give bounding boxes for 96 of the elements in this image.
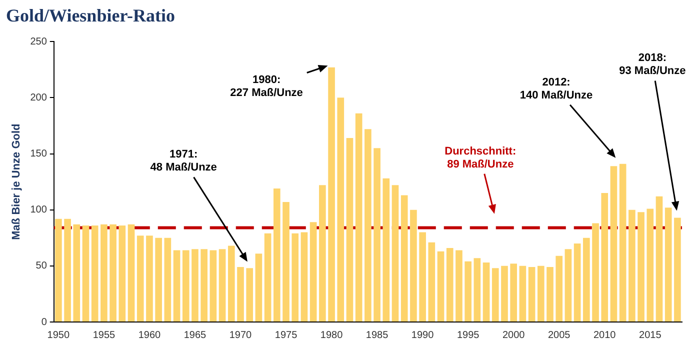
- bar: [282, 202, 290, 322]
- bar: [218, 249, 226, 322]
- bar: [355, 113, 362, 322]
- y-tick-label: 200: [30, 92, 48, 104]
- bar: [464, 261, 472, 322]
- annotation: Durchschnitt: 89 Maß/Unze: [444, 145, 516, 170]
- bar: [400, 195, 408, 322]
- bar: [610, 166, 618, 322]
- x-tick-label: 2010: [594, 330, 616, 341]
- bar: [192, 249, 198, 322]
- bar: [246, 268, 254, 322]
- bar: [264, 233, 272, 322]
- bar: [364, 129, 372, 322]
- bar: [274, 188, 280, 322]
- bar: [55, 218, 62, 322]
- bar: [656, 196, 663, 322]
- bar: [619, 164, 626, 322]
- bar: [182, 250, 190, 322]
- bar: [164, 238, 172, 322]
- bar: [519, 266, 526, 322]
- x-tick-label: 1985: [366, 330, 389, 341]
- bar: [456, 250, 462, 322]
- bar: [474, 258, 481, 322]
- bar: [210, 250, 217, 322]
- bar: [419, 232, 426, 322]
- bar: [437, 251, 444, 322]
- x-tick-label: 1960: [138, 330, 162, 341]
- bar: [255, 254, 262, 322]
- bar: [601, 193, 608, 322]
- bar: [446, 248, 454, 322]
- bar: [292, 233, 299, 322]
- bar: [228, 246, 235, 322]
- bar: [118, 226, 126, 322]
- bar: [528, 267, 536, 322]
- bar: [146, 236, 153, 322]
- bar: [646, 208, 654, 322]
- x-tick-label: 1970: [229, 330, 252, 341]
- bar: [64, 218, 71, 322]
- y-tick-label: 150: [30, 148, 48, 160]
- bar: [136, 236, 144, 322]
- bar: [410, 210, 417, 322]
- x-tick-label: 1955: [92, 330, 116, 341]
- bar: [346, 138, 354, 322]
- bar: [564, 249, 572, 322]
- bar: [392, 185, 399, 322]
- x-tick-label: 1990: [411, 330, 434, 341]
- x-tick-label: 1950: [47, 330, 70, 341]
- bar: [628, 210, 636, 322]
- annotation: 1980: 227 Maß/Unze: [230, 74, 303, 99]
- bar: [110, 224, 116, 322]
- bar: [537, 266, 544, 322]
- bar: [328, 67, 335, 322]
- bar: [674, 218, 681, 322]
- bar: [237, 267, 244, 322]
- bar: [428, 242, 436, 322]
- bar: [173, 250, 180, 322]
- bar: [574, 243, 581, 322]
- y-tick-label: 0: [41, 316, 48, 328]
- bar: [382, 178, 390, 322]
- bar: [546, 267, 554, 322]
- bar: [374, 148, 380, 322]
- bar: [300, 232, 308, 322]
- bar: [319, 185, 326, 322]
- x-tick-label: 1975: [274, 330, 298, 341]
- chart-title: Gold/Wiesnbier-Ratio: [6, 5, 176, 26]
- x-tick-label: 2005: [548, 330, 571, 341]
- bar: [510, 264, 518, 322]
- x-tick-label: 1995: [456, 330, 480, 341]
- bar: [337, 98, 344, 322]
- x-tick-label: 2015: [639, 330, 662, 341]
- bar: [73, 224, 80, 322]
- y-tick-label: 100: [30, 204, 48, 216]
- annotation: 1971: 48 Maß/Unze: [150, 148, 217, 174]
- bar: [583, 238, 590, 322]
- x-tick-label: 1965: [184, 330, 207, 341]
- bar: [128, 224, 135, 322]
- bar: [501, 266, 508, 322]
- bar: [91, 226, 98, 322]
- bar: [310, 222, 317, 322]
- bar: [492, 268, 499, 322]
- x-tick-label: 2000: [502, 330, 526, 341]
- y-tick-label: 50: [36, 260, 48, 272]
- bar: [155, 238, 162, 322]
- x-tick-label: 1980: [320, 330, 344, 341]
- annotation: 2018: 93 Maß/Unze: [619, 52, 686, 78]
- annotation: 2012: 140 Maß/Unze: [520, 76, 593, 102]
- y-tick-label: 250: [30, 36, 48, 48]
- y-axis-title: Maß Bier je Unze Gold: [10, 124, 23, 240]
- bar: [200, 249, 208, 322]
- bar: [556, 256, 563, 322]
- bar: [100, 224, 108, 322]
- bar: [664, 208, 672, 322]
- bar: [592, 223, 599, 322]
- bar: [482, 262, 490, 322]
- bar: [82, 226, 90, 322]
- bar: [638, 212, 644, 322]
